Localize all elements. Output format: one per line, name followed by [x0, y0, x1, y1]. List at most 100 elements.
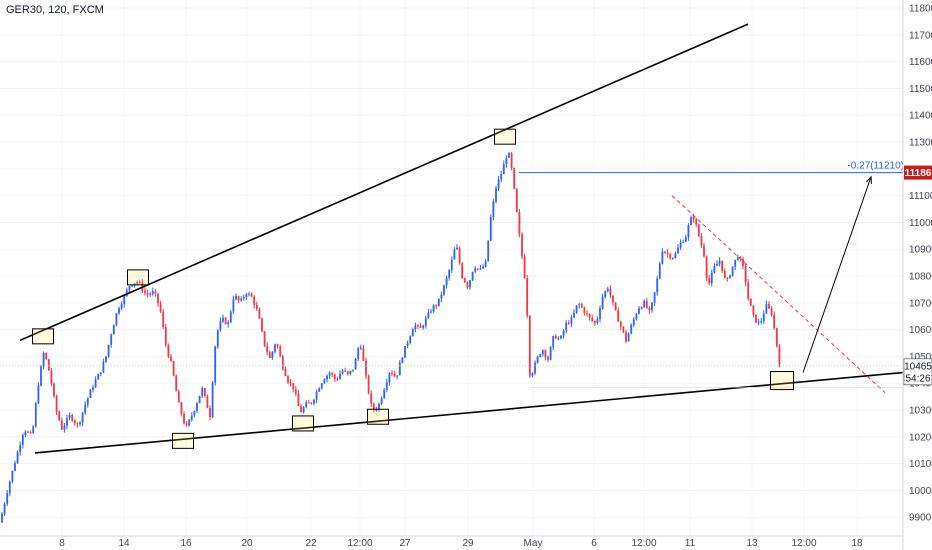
candle-body	[154, 291, 157, 294]
x-tick-label: 18	[851, 538, 863, 549]
candle-body	[359, 347, 362, 349]
candle-body	[307, 402, 310, 404]
candle-body	[474, 268, 477, 272]
candle-body	[497, 179, 500, 189]
candle-body	[453, 249, 456, 260]
candle-body	[682, 241, 685, 243]
y-tick-label: 10200	[909, 432, 932, 443]
candle-body	[107, 344, 110, 357]
candle-body	[245, 294, 248, 297]
candle-body	[193, 410, 196, 416]
candle-body	[47, 359, 50, 371]
candle-body	[570, 317, 573, 324]
candle-body	[97, 374, 100, 380]
candle-body	[289, 382, 292, 384]
candle-body	[222, 317, 224, 322]
candle-body	[258, 309, 261, 319]
candle-body	[398, 362, 401, 376]
candle-body	[627, 333, 630, 342]
y-tick-label: 10100	[909, 459, 932, 470]
candle-body	[393, 373, 396, 377]
touch-point-box	[770, 371, 794, 391]
y-tick-label: 11700	[909, 30, 932, 41]
descending-dashed-line	[671, 195, 886, 393]
candle-body	[177, 391, 180, 403]
candle-body	[601, 296, 604, 309]
candle-body	[248, 293, 250, 295]
candle-body	[700, 236, 703, 246]
candle-body	[768, 304, 770, 309]
candle-body	[565, 322, 568, 331]
candle-body	[294, 389, 297, 394]
candle-body	[591, 317, 594, 321]
candle-body	[677, 247, 679, 254]
candle-body	[16, 452, 19, 464]
touch-point-box	[127, 269, 149, 286]
candle-body	[323, 379, 326, 384]
candle-body	[198, 395, 201, 404]
candle-body	[508, 153, 510, 158]
candle-body	[149, 293, 152, 295]
candle-body	[726, 277, 729, 279]
candle-body	[619, 321, 622, 327]
candle-body	[567, 322, 570, 324]
candle-body	[81, 412, 84, 423]
candle-body	[261, 318, 263, 332]
candle-body	[645, 300, 648, 308]
candle-body	[310, 402, 313, 404]
candle-body	[638, 308, 640, 314]
candle-body	[60, 420, 63, 430]
candle-body	[409, 336, 412, 343]
candle-body	[8, 481, 11, 494]
y-tick-label: 11000	[909, 218, 932, 229]
candle-body	[50, 370, 53, 384]
candle-body	[45, 352, 48, 360]
candle-body	[430, 311, 432, 313]
y-tick-label: 10300	[909, 406, 932, 417]
candle-body	[380, 398, 383, 404]
touch-point-box	[292, 415, 314, 432]
candle-body	[747, 282, 750, 299]
candle-body	[721, 260, 724, 271]
candle-body	[487, 240, 490, 262]
candle-body	[469, 280, 471, 288]
candle-body	[458, 247, 461, 264]
candle-body	[734, 259, 737, 267]
candle-body	[144, 290, 146, 294]
candle-body	[313, 399, 315, 404]
candle-body	[136, 281, 139, 284]
candle-body	[653, 292, 656, 303]
candle-body	[203, 388, 206, 397]
candle-body	[63, 425, 66, 430]
candle-body	[765, 304, 768, 314]
candle-body	[736, 257, 739, 260]
candle-body	[66, 418, 68, 426]
candle-body	[643, 300, 646, 308]
candle-body	[547, 356, 549, 360]
candle-body	[573, 312, 575, 318]
candle-body	[159, 303, 162, 312]
candle-body	[609, 288, 612, 296]
candle-body	[671, 257, 674, 259]
x-tick-label: 29	[462, 538, 474, 549]
candle-body	[521, 234, 523, 257]
candle-body	[180, 402, 183, 414]
candle-body	[84, 404, 87, 413]
candle-body	[183, 413, 185, 424]
candle-body	[73, 420, 76, 424]
candle-body	[354, 358, 357, 370]
candle-body	[703, 245, 705, 257]
candle-body	[224, 317, 227, 325]
candle-body	[365, 360, 367, 376]
candle-body	[463, 278, 466, 283]
candle-body	[424, 318, 427, 326]
candle-body	[162, 311, 165, 328]
candle-body	[557, 338, 560, 340]
y-tick-label: 10700	[909, 298, 932, 309]
candle-body	[422, 325, 425, 328]
candle-body	[344, 370, 347, 372]
candle-body	[58, 411, 61, 421]
candle-body	[157, 293, 159, 304]
